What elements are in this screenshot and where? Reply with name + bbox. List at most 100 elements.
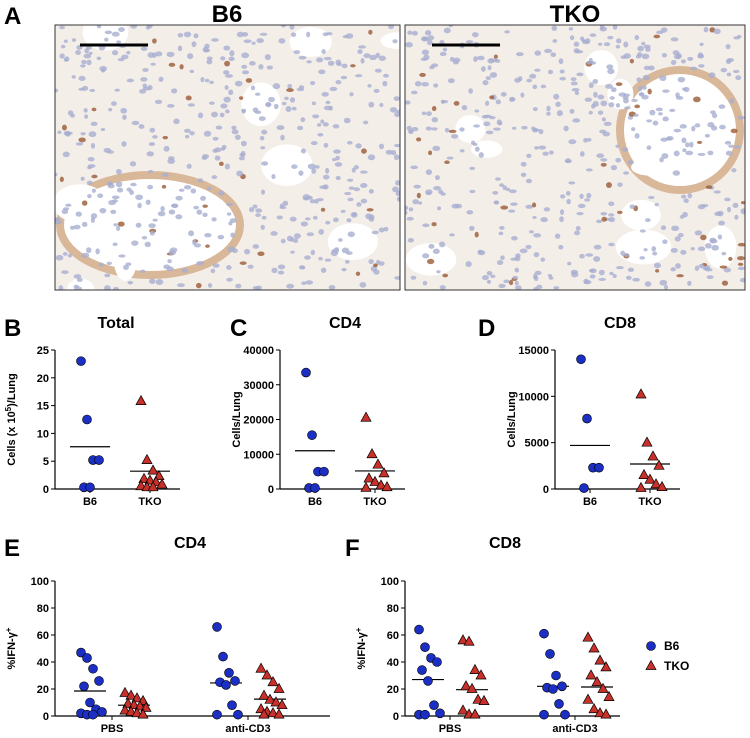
data-point <box>119 704 131 715</box>
nucleus <box>277 264 286 270</box>
nucleus <box>688 141 694 148</box>
nucleus <box>726 57 734 63</box>
nucleus <box>608 213 615 217</box>
nucleus <box>217 190 225 196</box>
nucleus <box>116 225 121 231</box>
nucleus <box>514 77 521 83</box>
nucleus <box>211 111 218 118</box>
nucleus <box>583 137 588 143</box>
nucleus <box>363 120 369 125</box>
nucleus <box>152 218 158 222</box>
nucleus <box>615 44 621 49</box>
nucleus <box>356 202 362 207</box>
nucleus <box>211 38 219 42</box>
nucleus <box>91 107 97 112</box>
nucleus <box>496 119 502 126</box>
nucleus <box>512 275 519 280</box>
nucleus <box>366 208 374 212</box>
y-tick-label: 40 <box>387 657 399 669</box>
data-point <box>270 696 282 707</box>
nucleus <box>351 212 358 217</box>
nucleus <box>691 125 696 132</box>
nucleus <box>345 259 350 264</box>
nucleus <box>492 127 501 131</box>
alveolus <box>380 32 400 50</box>
nucleus <box>149 278 156 285</box>
data-point <box>276 698 288 710</box>
nucleus <box>111 50 119 56</box>
nucleus <box>236 31 244 38</box>
nucleus <box>426 39 433 46</box>
nucleus <box>661 52 667 58</box>
data-point <box>366 448 378 459</box>
nucleus <box>414 80 422 87</box>
nucleus <box>731 168 737 173</box>
nucleus <box>197 112 204 119</box>
nucleus <box>126 78 135 83</box>
nucleus <box>347 231 355 238</box>
nucleus <box>367 83 372 88</box>
y-tick-label: 60 <box>387 630 399 642</box>
nucleus <box>281 101 287 106</box>
nucleus <box>589 269 594 273</box>
nucleus <box>226 212 232 216</box>
nucleus <box>482 80 489 86</box>
nucleus <box>318 69 326 75</box>
nucleus <box>406 216 414 221</box>
data-point <box>140 701 152 712</box>
nucleus <box>116 168 122 175</box>
nucleus <box>154 99 163 105</box>
nucleus <box>609 271 614 276</box>
nucleus <box>230 232 235 238</box>
nucleus <box>736 256 745 261</box>
nucleus <box>281 25 286 28</box>
image-title: B6 <box>212 1 243 28</box>
nucleus <box>383 73 389 78</box>
nucleus <box>388 25 395 30</box>
nucleus <box>655 269 660 273</box>
nucleus <box>280 238 286 244</box>
nucleus <box>495 177 501 181</box>
nucleus <box>205 244 210 248</box>
nucleus <box>581 39 588 43</box>
nucleus <box>90 142 96 149</box>
nucleus <box>690 247 695 251</box>
nucleus <box>345 33 354 39</box>
nucleus <box>724 197 731 202</box>
alveolus <box>241 82 281 127</box>
nucleus <box>708 72 716 79</box>
nucleus <box>322 184 329 190</box>
data-point <box>375 479 387 490</box>
nucleus <box>168 156 175 161</box>
nucleus <box>195 282 202 289</box>
nucleus <box>187 103 195 107</box>
nucleus <box>135 194 143 201</box>
nucleus <box>193 243 202 248</box>
nucleus <box>418 201 423 205</box>
y-tick-label: 0 <box>268 484 274 496</box>
y-axis-label: Cells/Lung <box>231 391 243 447</box>
nucleus <box>341 63 348 69</box>
nucleus <box>178 188 185 192</box>
nucleus <box>224 109 230 114</box>
data-point <box>472 693 484 704</box>
panel-label: E <box>4 535 20 562</box>
nucleus <box>327 60 335 66</box>
nucleus <box>261 215 267 220</box>
nucleus <box>360 58 365 64</box>
nucleus <box>81 59 87 65</box>
nucleus <box>600 158 608 162</box>
nucleus <box>231 129 239 135</box>
y-axis-label-part: )/Lung <box>6 373 18 407</box>
nucleus <box>710 125 718 131</box>
nucleus <box>477 249 484 255</box>
nucleus <box>654 203 659 207</box>
nucleus <box>316 57 324 63</box>
data-point <box>539 709 549 720</box>
nucleus <box>297 125 304 131</box>
nucleus <box>569 108 575 114</box>
nucleus <box>676 274 684 278</box>
nucleus <box>584 198 591 202</box>
nucleus <box>428 243 435 249</box>
nucleus <box>664 284 669 290</box>
